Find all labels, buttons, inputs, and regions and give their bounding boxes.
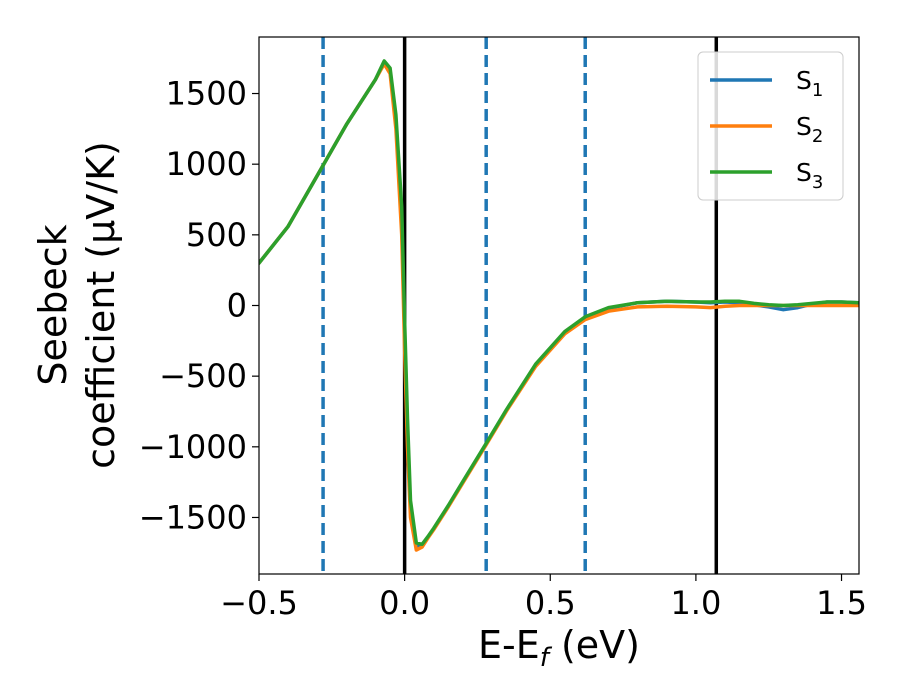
x-tick-label: −0.5 [220, 584, 298, 622]
y-tick-label: 500 [186, 216, 247, 254]
y-tick-label: 1000 [166, 145, 247, 183]
axis-titles: E-Ef (eV) Seebeck coefficient (μV/K) [31, 141, 640, 673]
series-line-S3 [259, 59, 859, 547]
x-tick-label: 1.5 [816, 584, 867, 622]
y-tick-label: −500 [159, 357, 247, 395]
x-tick-label: 1.0 [670, 584, 721, 622]
y-tick-label: 0 [227, 287, 247, 325]
series-lines [259, 59, 859, 552]
y-tick-label: −1000 [139, 428, 247, 466]
x-tick-label: 0.0 [379, 584, 430, 622]
y-tick-label: 1500 [166, 75, 247, 113]
x-tick-label: 0.5 [525, 584, 576, 622]
x-axis-title: E-Ef (eV) [478, 623, 640, 673]
axes: −0.5 0.0 0.5 1.0 1.5 −1500 −1000 −500 0 500 1000 15… [139, 36, 867, 622]
y-tick-label: −1500 [139, 498, 247, 536]
y-axis-title-line2: coefficient (μV/K) [79, 141, 123, 469]
y-axis-title-line1: Seebeck [31, 224, 75, 385]
